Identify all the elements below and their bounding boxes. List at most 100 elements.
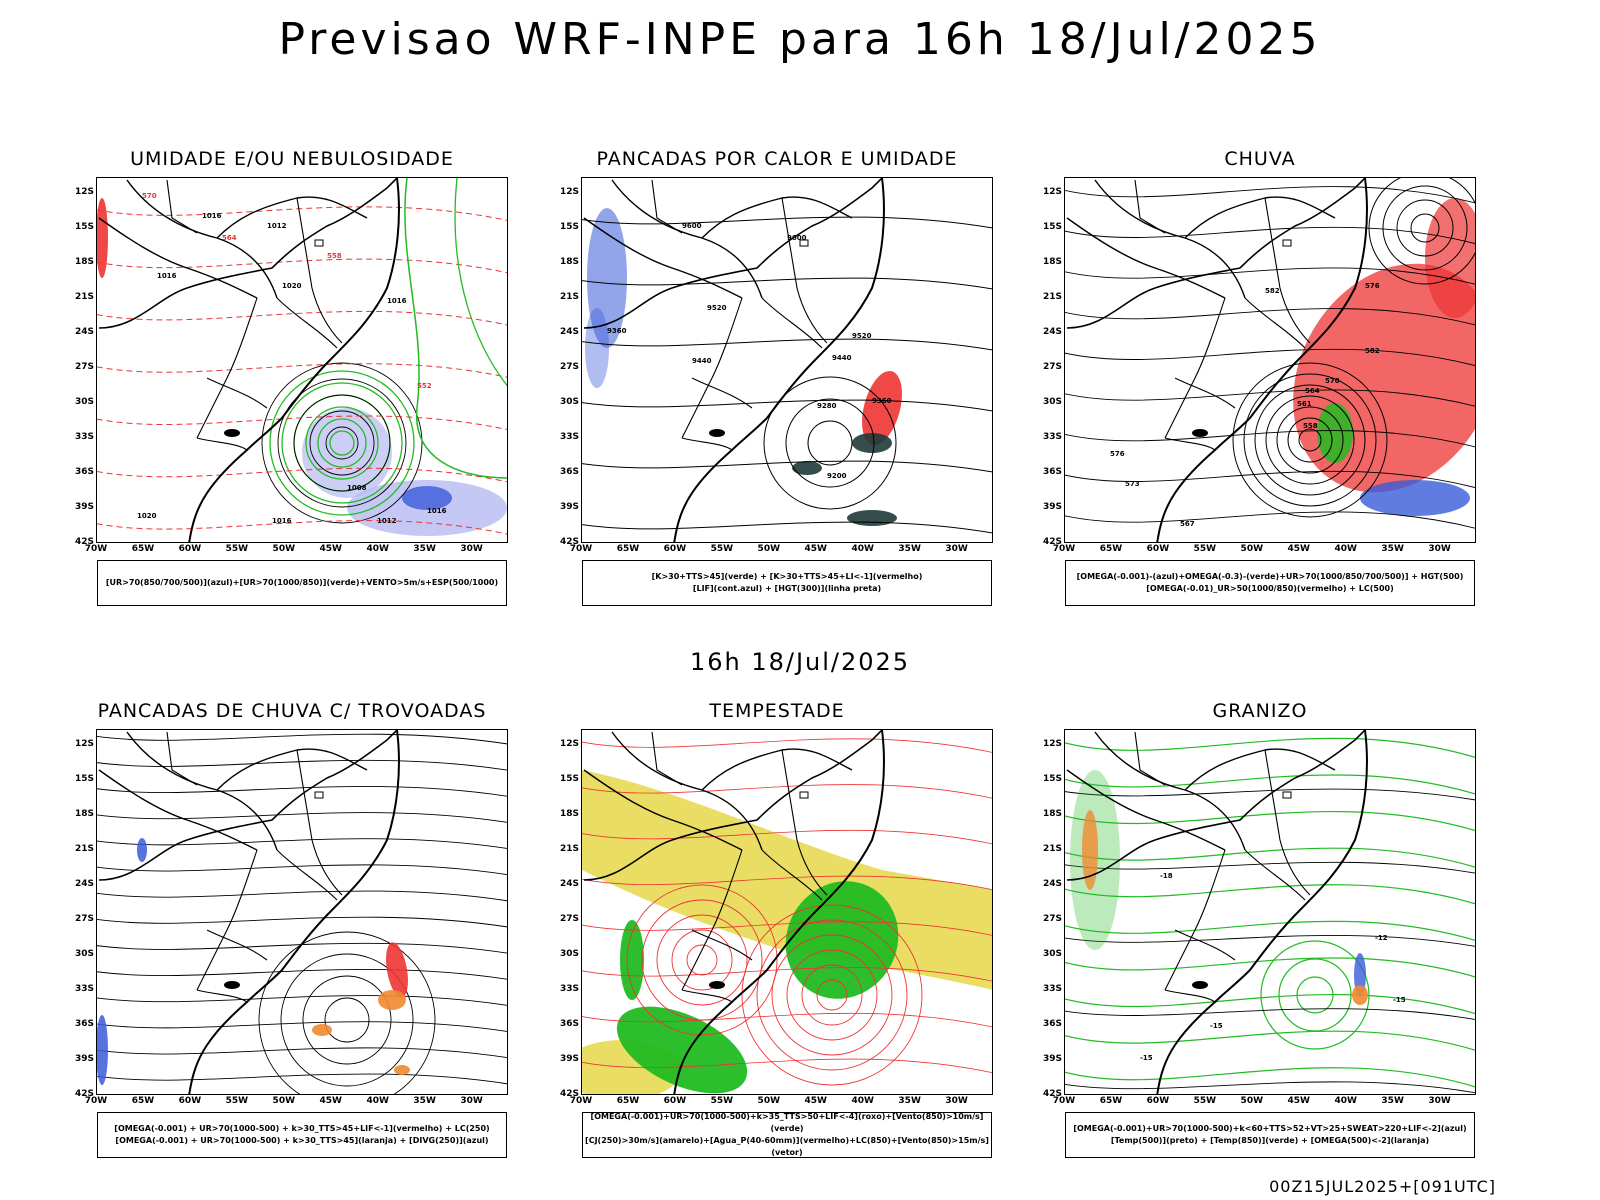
longitude-tick-label: 55W: [1193, 544, 1217, 554]
legend-box: [OMEGA(-0.001)-(azul)+OMEGA(-0.3)-(verde…: [1065, 560, 1475, 606]
streamline-850: [582, 967, 992, 982]
contour-label: 1016: [202, 212, 222, 220]
lake-shape: [1192, 429, 1208, 437]
longitude-tick-label: 50W: [272, 1096, 296, 1106]
latitude-tick-label: 12S: [1042, 739, 1062, 749]
latitude-tick-label: 27S: [559, 362, 579, 372]
longitude-tick-label: 55W: [225, 544, 249, 554]
map-canvas: 9600 9520 9440 9360 9280 9200 9360 9600 9520 9440: [582, 178, 992, 542]
longitude-tick-label: 45W: [319, 544, 342, 554]
pressure-isobar: [277, 378, 407, 508]
coastline-north: [583, 730, 883, 881]
longitude-tick-label: 45W: [804, 544, 827, 554]
coastline: [188, 730, 400, 1094]
green-contour: [454, 178, 507, 387]
political-border: [1164, 437, 1216, 451]
latitude-tick-label: 27S: [1042, 362, 1062, 372]
contour-label: -15: [1393, 996, 1406, 1004]
longitude-tick-label: 50W: [1240, 1096, 1264, 1106]
legend-line: [CJ(250)>30m/s](amarelo)+[Agua_P(40-60mm…: [585, 1136, 989, 1157]
wind-area-green: [785, 881, 899, 999]
longitude-tick-label: 60W: [663, 544, 687, 554]
contour-label: 564: [222, 234, 237, 242]
coastline: [1156, 178, 1368, 542]
latitude-tick-label: 33S: [74, 984, 94, 994]
page-title: Previsao WRF-INPE para 16h 18/Jul/2025: [278, 14, 1322, 65]
height-contour-300: [582, 460, 992, 473]
map-canvas: [582, 730, 992, 1094]
longitude-tick-label: 40W: [1334, 1096, 1357, 1106]
political-border: [1264, 197, 1311, 344]
latitude-tick-label: 36S: [74, 1019, 94, 1029]
height-contour-300: [582, 277, 992, 290]
latitude-tick-label: 42S: [1042, 1089, 1062, 1099]
latitude-tick-label: 30S: [74, 949, 94, 959]
streamline: [97, 995, 507, 1006]
longitude-tick-label: 45W: [1287, 544, 1310, 554]
map-canvas: 1016 1012 1016 1020 1008 1016 1012 1016 1020 1016…: [97, 178, 507, 542]
legend-box: [K>30+TTS>45](verde) + [K>30+TTS>45+LI<-…: [582, 560, 992, 606]
latitude-tick-label: 36S: [1042, 467, 1062, 477]
latitude-tick-label: 33S: [559, 984, 579, 994]
streamline: [1065, 430, 1475, 448]
streamline: [302, 975, 392, 1065]
latitude-tick-label: 12S: [1042, 187, 1062, 197]
latitude-tick-label: 24S: [1042, 327, 1062, 337]
omega-area-orange: [1352, 985, 1368, 1005]
latitude-tick-label: 21S: [1042, 292, 1062, 302]
contour-label: 552: [417, 382, 432, 390]
latitude-tick-label: 42S: [559, 1089, 579, 1099]
longitude-tick-label: 30W: [945, 544, 968, 554]
political-border: [611, 179, 763, 299]
latitude-tick-label: 36S: [74, 467, 94, 477]
streamline: [97, 1021, 507, 1033]
political-border: [196, 849, 258, 991]
streamline: [1065, 308, 1475, 326]
map-frame: 1016 1012 1016 1020 1008 1016 1012 1016 1020 1016…: [96, 177, 508, 543]
panel-title: UMIDADE E/OU NEBULOSIDADE: [130, 148, 454, 170]
longitude-tick-label: 50W: [1240, 544, 1264, 554]
latitude-tick-label: 21S: [74, 292, 94, 302]
longitude-tick-label: 45W: [1287, 1096, 1310, 1106]
pressure-isobar: [293, 394, 391, 492]
contour-label: -18: [1160, 872, 1173, 880]
latitude-tick-label: 12S: [74, 187, 94, 197]
thickness-dashed-line: [97, 206, 507, 221]
temp850-contour: [1065, 810, 1475, 832]
latitude-tick-label: 42S: [74, 1089, 94, 1099]
latitude-tick-label: 24S: [559, 879, 579, 889]
legend-box: [OMEGA(-0.001)+UR>70(1000-500)+k>35_TTS>…: [582, 1112, 992, 1158]
contour-label: 9200: [827, 472, 847, 480]
latitude-tick-label: 30S: [559, 949, 579, 959]
panel-title: GRANIZO: [1212, 700, 1308, 722]
latitude-tick-label: 39S: [74, 1054, 94, 1064]
legend-line: [OMEGA(-0.001)+UR>70(1000-500)+k<60+TTS>…: [1073, 1124, 1467, 1133]
streamline: [1065, 267, 1475, 285]
contour-label: 1016: [427, 507, 447, 515]
longitude-tick-label: 70W: [84, 544, 108, 554]
longitude-tick-label: 70W: [569, 1096, 593, 1106]
streamline-850: [686, 944, 718, 976]
streamline-850: [656, 914, 748, 1006]
lake-shape: [1282, 239, 1292, 247]
latitude-tick-label: 24S: [74, 879, 94, 889]
legend-line: [LIF](cont.azul) + [HGT(300)](linha pret…: [692, 584, 882, 593]
streamline-850: [582, 738, 992, 753]
wind-area-green: [616, 1006, 748, 1094]
latitude-tick-label: 24S: [74, 327, 94, 337]
legend-line: [OMEGA(-0.001) + UR>70(1000-500) + k>30_…: [114, 1124, 490, 1133]
contour-label: 582: [1365, 347, 1380, 355]
pressure-isobar: [261, 362, 423, 524]
height-contour-500: [1410, 213, 1440, 243]
longitude-tick-label: 55W: [710, 544, 734, 554]
lake-shape: [799, 791, 809, 799]
thickness-dashed-line: [97, 520, 507, 535]
streamline: [1065, 389, 1475, 407]
streamline-850: [582, 829, 992, 845]
pressure-isobar: [309, 410, 375, 476]
latitude-tick-label: 21S: [74, 844, 94, 854]
streamline: [258, 931, 436, 1094]
streamline: [280, 953, 414, 1087]
streamline: [1065, 511, 1475, 529]
political-border: [1174, 377, 1236, 409]
